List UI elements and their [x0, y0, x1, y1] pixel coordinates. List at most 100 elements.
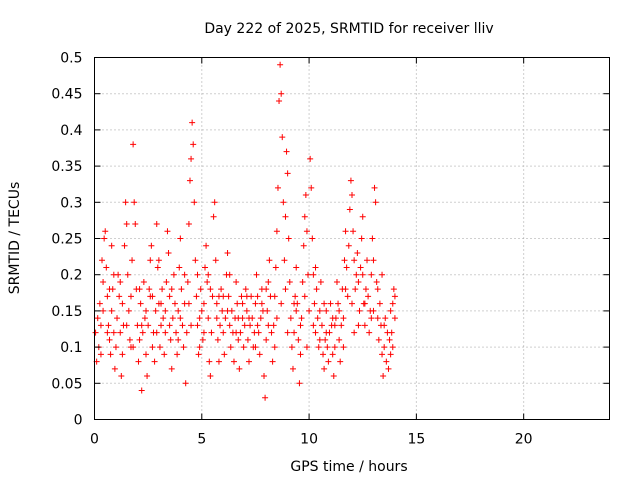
- data-point: [227, 344, 234, 351]
- data-point: [318, 322, 325, 329]
- data-point: [271, 293, 278, 300]
- data-point: [280, 199, 287, 206]
- data-point: [278, 90, 285, 97]
- data-point: [168, 365, 175, 372]
- data-point: [389, 300, 396, 307]
- data-point: [177, 315, 184, 322]
- data-point: [327, 300, 334, 307]
- data-point: [171, 300, 178, 307]
- data-point: [241, 322, 248, 329]
- data-point: [361, 300, 368, 307]
- data-point: [285, 235, 292, 242]
- data-point: [114, 315, 121, 322]
- y-tick-label: 0.2: [60, 268, 82, 284]
- data-point: [138, 322, 145, 329]
- data-point: [101, 235, 108, 242]
- data-point: [261, 373, 268, 380]
- data-point: [346, 206, 353, 213]
- data-point: [160, 315, 167, 322]
- data-point: [366, 329, 373, 336]
- data-point: [148, 242, 155, 249]
- data-point: [107, 351, 114, 358]
- data-point: [207, 373, 214, 380]
- data-point: [254, 293, 261, 300]
- data-point: [132, 221, 139, 228]
- data-point: [96, 300, 103, 307]
- data-point: [116, 293, 123, 300]
- data-point: [345, 242, 352, 249]
- data-point: [219, 307, 226, 314]
- data-point: [382, 315, 389, 322]
- data-point: [387, 351, 394, 358]
- y-tick-label: 0.4: [60, 123, 82, 139]
- data-point: [270, 322, 277, 329]
- y-tick-label: 0.15: [51, 304, 82, 320]
- data-point: [344, 293, 351, 300]
- data-point: [139, 329, 146, 336]
- data-point: [240, 344, 247, 351]
- data-point: [221, 351, 228, 358]
- data-point: [265, 278, 272, 285]
- y-tick-label: 0.1: [60, 340, 82, 356]
- data-point: [342, 286, 349, 293]
- data-points: [92, 61, 398, 401]
- data-point: [355, 278, 362, 285]
- data-point: [291, 329, 298, 336]
- data-point: [92, 329, 99, 336]
- data-point: [131, 199, 138, 206]
- data-point: [387, 307, 394, 314]
- data-point: [143, 307, 149, 314]
- data-point: [350, 228, 357, 235]
- data-point: [317, 278, 324, 285]
- data-point: [246, 315, 252, 322]
- data-point: [353, 271, 360, 278]
- data-point: [145, 322, 152, 329]
- data-point: [108, 307, 115, 314]
- data-point: [222, 315, 229, 322]
- data-point: [283, 148, 290, 155]
- data-point: [299, 278, 306, 285]
- data-point: [97, 351, 104, 358]
- data-point: [364, 257, 371, 264]
- chart-title: Day 222 of 2025, SRMTID for receiver lli…: [204, 21, 493, 37]
- grid: [94, 57, 610, 420]
- data-point: [208, 329, 215, 336]
- data-point: [383, 358, 390, 365]
- data-point: [268, 329, 275, 336]
- data-point: [278, 300, 285, 307]
- data-point: [256, 351, 263, 358]
- data-point: [286, 278, 293, 285]
- data-point: [136, 286, 143, 293]
- data-point: [359, 213, 366, 220]
- data-point: [355, 322, 362, 329]
- data-point: [300, 242, 307, 249]
- data-point: [130, 141, 137, 148]
- data-point: [293, 307, 300, 314]
- y-tick-label: 0: [74, 413, 83, 429]
- data-point: [274, 184, 281, 191]
- data-point: [357, 264, 364, 271]
- data-point: [370, 257, 377, 264]
- data-point: [296, 380, 303, 387]
- data-point: [281, 257, 288, 264]
- data-point: [225, 293, 232, 300]
- data-point: [310, 322, 317, 329]
- data-point: [368, 271, 375, 278]
- data-point: [183, 329, 190, 336]
- data-point: [153, 329, 160, 336]
- data-point: [301, 213, 308, 220]
- data-point: [165, 249, 172, 256]
- data-point: [161, 351, 168, 358]
- data-point: [144, 373, 151, 380]
- data-point: [156, 344, 163, 351]
- data-point: [104, 293, 111, 300]
- data-point: [322, 336, 329, 343]
- data-point: [368, 315, 375, 322]
- data-point: [381, 322, 388, 329]
- data-point: [180, 344, 187, 351]
- data-point: [235, 315, 242, 322]
- data-point: [191, 199, 198, 206]
- data-point: [224, 307, 231, 314]
- x-tick-label: 20: [515, 432, 533, 448]
- data-point: [173, 329, 180, 336]
